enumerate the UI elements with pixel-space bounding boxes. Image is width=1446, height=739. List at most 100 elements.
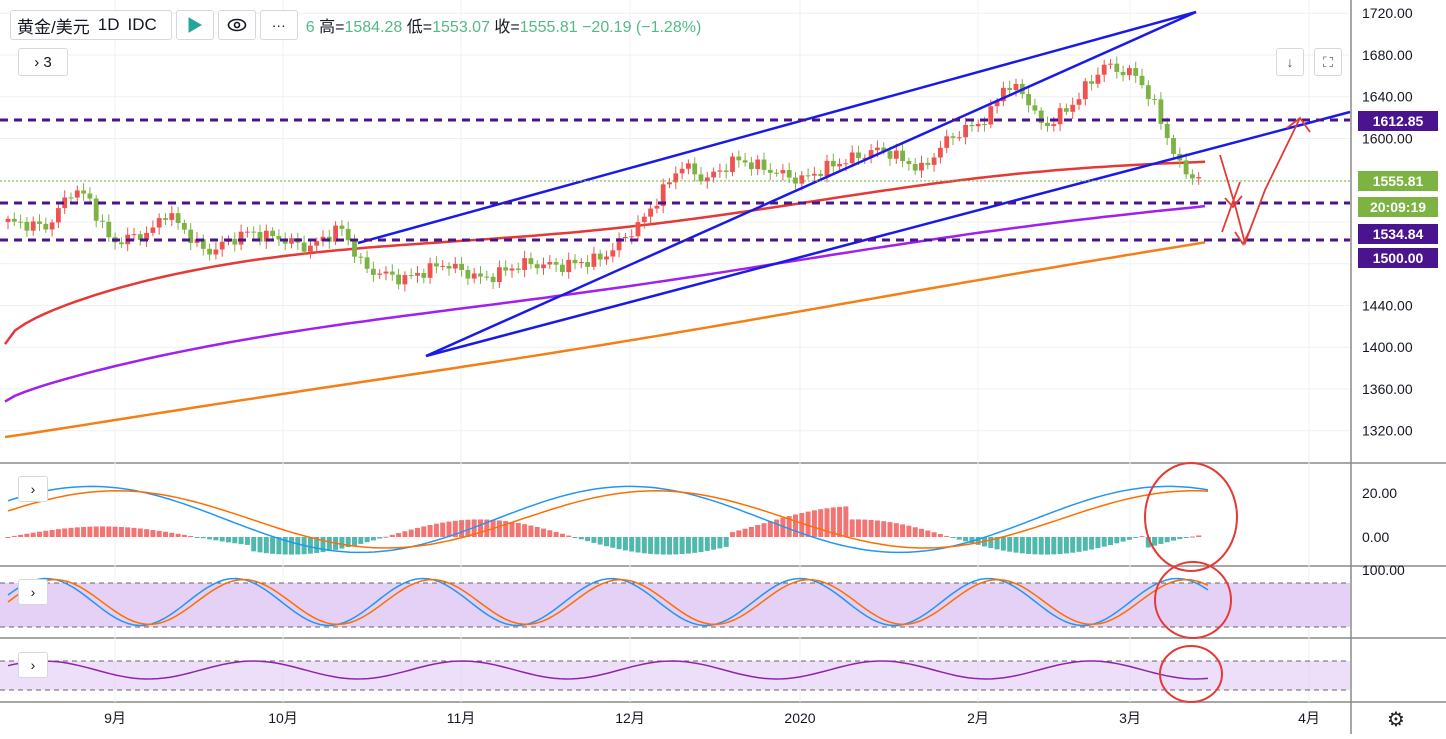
candle-body	[925, 162, 931, 165]
candle-body	[875, 147, 880, 151]
candle-body	[982, 124, 987, 126]
macd-histogram-bar	[144, 529, 150, 537]
candle-body	[528, 258, 534, 265]
symbol-name[interactable]: 黄金/美元	[17, 17, 90, 37]
high-label: 高=	[319, 19, 345, 36]
candle-body	[969, 124, 975, 127]
candle-body	[648, 208, 653, 217]
macd-histogram-bar	[1126, 537, 1132, 540]
indicator-toggle[interactable]: › 3	[18, 48, 68, 76]
macd-histogram-bar	[685, 537, 691, 554]
macd-histogram-bar	[641, 537, 647, 554]
macd-histogram-bar	[112, 526, 118, 537]
settings-button[interactable]: ⚙	[1384, 708, 1408, 731]
candle-body	[484, 276, 490, 278]
price-tag-level-3: 1500.00	[1358, 248, 1438, 268]
macd-histogram-bar	[944, 535, 950, 537]
candle-body	[704, 177, 710, 182]
ohlc-prefix: 6	[305, 19, 315, 36]
interval-label[interactable]: 1D	[97, 15, 120, 34]
candle-body	[698, 174, 704, 182]
scroll-down-button[interactable]: ↓	[1276, 48, 1304, 76]
macd-histogram-bar	[767, 521, 773, 537]
candle-body	[421, 273, 427, 278]
macd-histogram-bar	[452, 520, 458, 537]
candle-body	[1007, 87, 1013, 90]
macd-histogram-bar	[893, 523, 899, 537]
candle-body	[383, 271, 389, 274]
macd-histogram-bar	[761, 523, 767, 537]
macd-histogram-bar	[736, 530, 742, 537]
candle-body	[169, 213, 175, 220]
candle-body	[975, 124, 981, 127]
symbol-box[interactable]: 黄金/美元 1D IDC	[10, 10, 172, 40]
stoch-pane-toggle[interactable]: ›	[18, 579, 48, 605]
candle-body	[912, 164, 918, 171]
macd-histogram-bar	[188, 535, 194, 537]
macd-histogram-bar	[988, 537, 994, 548]
candle-body	[515, 268, 521, 270]
macd-histogram-bar	[5, 537, 11, 538]
candle-body	[238, 231, 244, 245]
candle-body	[944, 136, 950, 148]
candle-body	[1101, 64, 1107, 75]
candle-body	[74, 190, 80, 198]
candle-body	[616, 238, 622, 251]
candle-body	[849, 152, 855, 164]
macd-histogram-bar	[339, 537, 345, 549]
candle-body	[824, 160, 830, 177]
candle-body	[711, 171, 716, 178]
macd-histogram-bar	[818, 509, 824, 537]
forecast-path	[1221, 181, 1241, 233]
time-axis-label: 2月	[967, 710, 989, 726]
macd-histogram-bar	[125, 527, 131, 537]
macd-histogram-bar	[314, 537, 320, 553]
macd-histogram-bar	[503, 521, 509, 537]
candle-body	[994, 101, 1000, 107]
trend-line-lower	[425, 110, 1351, 358]
macd-pane-toggle[interactable]: ›	[18, 476, 48, 502]
candle-body	[427, 263, 433, 278]
macd-histogram-bar	[648, 537, 654, 554]
rsi-pane-toggle[interactable]: ›	[18, 652, 48, 678]
macd-histogram-bar	[868, 519, 874, 537]
macd-histogram-bar	[1101, 537, 1107, 547]
macd-histogram-bar	[591, 537, 597, 543]
flag-button[interactable]	[175, 10, 214, 40]
source-label[interactable]: IDC	[127, 15, 157, 34]
candle-body	[654, 205, 660, 209]
macd-histogram-bar	[43, 530, 49, 537]
candle-body	[314, 241, 320, 246]
candle-body	[900, 150, 905, 162]
ohlc-readout: 6 高=1584.28 低=1553.07 收=1555.81 −20.19 (…	[306, 13, 702, 37]
low-value: 1553.07	[432, 19, 490, 36]
candle-body	[402, 275, 408, 285]
fullscreen-button[interactable]: ⛶	[1314, 48, 1342, 76]
candle-body	[1183, 160, 1189, 175]
candle-body	[213, 249, 219, 255]
price-tag-level-2: 1534.84	[1358, 224, 1438, 244]
macd-histogram-bar	[219, 537, 225, 542]
candle-body	[1070, 104, 1076, 112]
macd-histogram-bar	[969, 537, 975, 544]
candle-body	[503, 267, 509, 271]
macd-histogram-bar	[774, 519, 780, 537]
price-tag-last: 1555.81	[1358, 171, 1438, 191]
candle-body	[856, 152, 861, 159]
candle-body	[137, 234, 143, 240]
macd-histogram-bar	[849, 519, 855, 537]
visibility-button[interactable]	[217, 10, 256, 40]
macd-histogram-bar	[629, 537, 635, 552]
macd-histogram-bar	[667, 537, 672, 555]
macd-histogram-bar	[276, 537, 282, 555]
more-button[interactable]: ···	[259, 10, 298, 40]
candle-body	[43, 223, 49, 230]
macd-histogram-bar	[358, 537, 364, 544]
macd-histogram-bar	[62, 528, 68, 537]
candle-body	[597, 253, 603, 260]
price-tick-label: 1600.00	[1362, 130, 1413, 146]
time-axis-label: 4月	[1298, 710, 1320, 726]
candle-body	[730, 156, 735, 173]
